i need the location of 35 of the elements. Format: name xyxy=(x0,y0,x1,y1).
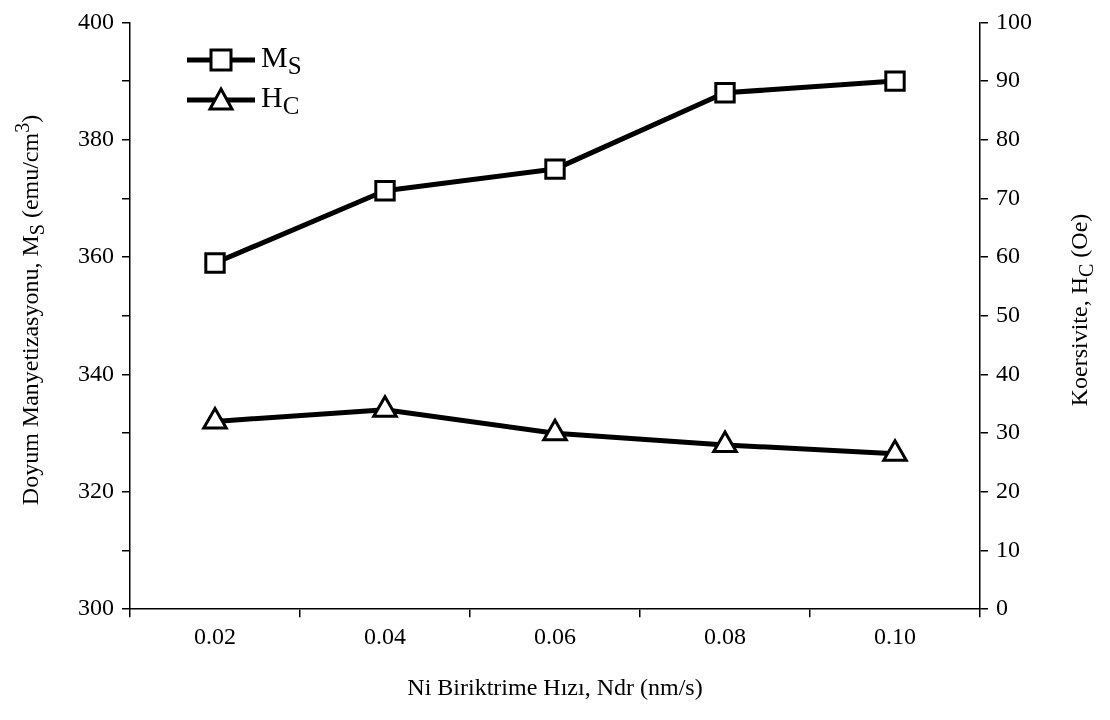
y2-tick-label: 20 xyxy=(996,477,1020,504)
y-tick-label: 320 xyxy=(78,477,114,504)
point xyxy=(202,406,228,430)
y-tick-label: 400 xyxy=(78,7,114,34)
y2-tick-label: 0 xyxy=(996,594,1008,621)
x-tick-label: 0.06 xyxy=(534,622,576,649)
legend-label: H$_{C}$ xyxy=(261,80,300,120)
point xyxy=(374,180,396,202)
y2-tick-label: 10 xyxy=(996,535,1020,562)
y-tick-label: 300 xyxy=(78,594,114,621)
x-tick-label: 0.04 xyxy=(364,622,406,649)
y-tick-label: 340 xyxy=(78,359,114,386)
y2-tick-label: 80 xyxy=(996,125,1020,152)
x-tick-label: 0.08 xyxy=(704,622,746,649)
point xyxy=(714,82,736,104)
y2-tick-label: 60 xyxy=(996,242,1020,269)
y-tick-label: 360 xyxy=(78,242,114,269)
y2-tick-label: 30 xyxy=(996,418,1020,445)
y2-tick-label: 90 xyxy=(996,66,1020,93)
point xyxy=(884,70,906,92)
point xyxy=(712,430,738,453)
point xyxy=(882,439,908,462)
y2-tick-label: 40 xyxy=(996,359,1020,386)
point xyxy=(544,158,566,180)
x-axis-title: Ni Biriktrime Hızı, Ndr (nm/s) xyxy=(406,674,704,701)
legend-label: M$_{S}$ xyxy=(261,40,302,80)
y-tick-label: 380 xyxy=(78,125,114,152)
y2-tick-label: 100 xyxy=(996,7,1032,34)
x-tick-label: 0.10 xyxy=(874,622,916,649)
x-tick-label: 0.02 xyxy=(194,622,236,649)
y2-tick-label: 70 xyxy=(996,183,1020,210)
y2-tick-label: 50 xyxy=(996,301,1020,328)
point xyxy=(372,395,398,418)
point xyxy=(542,418,568,442)
point xyxy=(204,252,226,274)
